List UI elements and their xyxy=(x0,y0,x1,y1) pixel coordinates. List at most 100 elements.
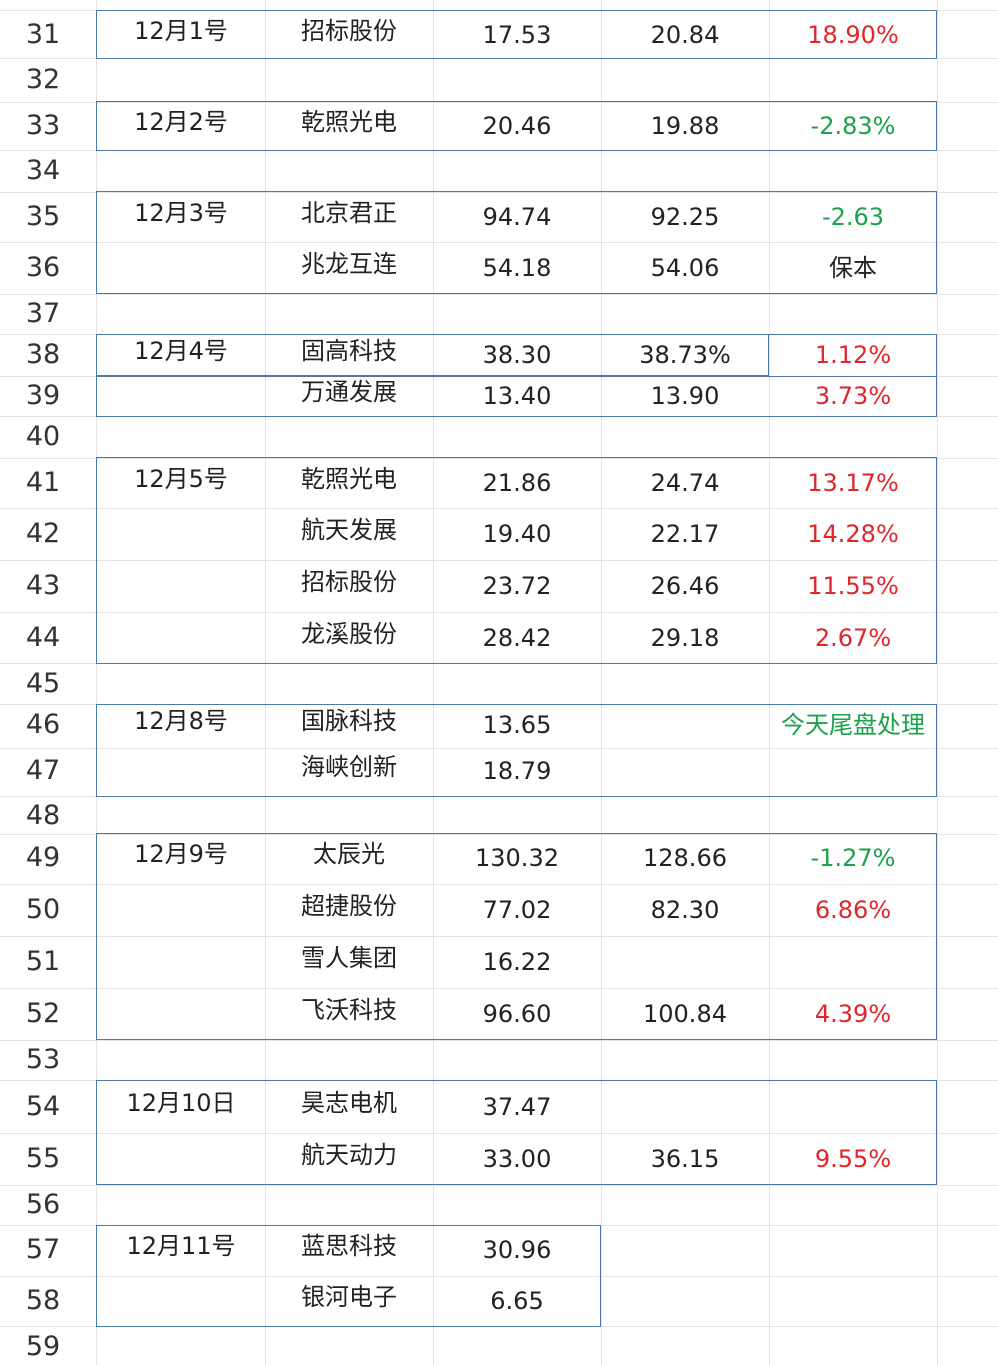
cell-price[interactable]: 22.17 xyxy=(650,520,720,548)
cell-price[interactable]: 92.25 xyxy=(650,203,720,231)
row-header[interactable]: 33 xyxy=(25,110,61,141)
row-header[interactable]: 49 xyxy=(25,842,61,873)
cell-price[interactable]: 100.84 xyxy=(643,1000,727,1028)
row-header[interactable]: 47 xyxy=(25,755,61,786)
cell-name[interactable]: 乾照光电 xyxy=(301,108,397,136)
cell-buy[interactable]: 54.18 xyxy=(482,254,552,282)
cell-date[interactable]: 12月1号 xyxy=(134,17,228,45)
cell-pct[interactable]: 9.55% xyxy=(814,1145,892,1173)
cell-name[interactable]: 飞沃科技 xyxy=(301,996,397,1024)
cell-name[interactable]: 蓝思科技 xyxy=(301,1232,397,1260)
cell-buy[interactable]: 23.72 xyxy=(482,572,552,600)
cell-date[interactable]: 12月4号 xyxy=(134,337,228,365)
row-header[interactable]: 44 xyxy=(25,622,61,653)
cell-buy[interactable]: 38.30 xyxy=(482,341,552,369)
cell-price[interactable]: 82.30 xyxy=(650,896,720,924)
row-header[interactable]: 42 xyxy=(25,518,61,549)
cell-pct[interactable]: -2.63 xyxy=(821,203,885,231)
cell-name[interactable]: 招标股份 xyxy=(301,17,397,45)
cell-date[interactable]: 12月8号 xyxy=(134,707,228,735)
cell-buy[interactable]: 130.32 xyxy=(475,844,559,872)
cell-date[interactable]: 12月9号 xyxy=(134,840,228,868)
cell-buy[interactable]: 94.74 xyxy=(482,203,552,231)
cell-pct[interactable]: 4.39% xyxy=(814,1000,892,1028)
cell-buy[interactable]: 19.40 xyxy=(482,520,552,548)
cell-name[interactable]: 雪人集团 xyxy=(301,944,397,972)
row-header[interactable]: 45 xyxy=(25,668,61,699)
cell-buy[interactable]: 6.65 xyxy=(490,1287,544,1315)
cell-price[interactable]: 38.73% xyxy=(639,341,731,369)
row-header[interactable]: 36 xyxy=(25,252,61,283)
cell-price[interactable]: 24.74 xyxy=(650,469,720,497)
cell-price[interactable]: 26.46 xyxy=(650,572,720,600)
cell-buy[interactable]: 17.53 xyxy=(482,21,552,49)
cell-pct[interactable]: 13.17% xyxy=(807,469,899,497)
row-header[interactable]: 40 xyxy=(25,421,61,452)
cell-price[interactable]: 19.88 xyxy=(650,112,720,140)
cell-name[interactable]: 超捷股份 xyxy=(301,892,397,920)
cell-buy[interactable]: 13.40 xyxy=(482,382,552,410)
row-header[interactable]: 50 xyxy=(25,894,61,925)
cell-name[interactable]: 太辰光 xyxy=(313,840,385,868)
cell-name[interactable]: 龙溪股份 xyxy=(301,620,397,648)
cell-buy[interactable]: 21.86 xyxy=(482,469,552,497)
cell-date[interactable]: 12月2号 xyxy=(134,108,228,136)
row-header[interactable]: 39 xyxy=(25,380,61,411)
row-header[interactable]: 53 xyxy=(25,1044,61,1075)
cell-price[interactable]: 13.90 xyxy=(650,382,720,410)
cell-pct[interactable]: -1.27% xyxy=(810,844,896,872)
cell-buy[interactable]: 77.02 xyxy=(482,896,552,924)
cell-name[interactable]: 固高科技 xyxy=(301,337,397,365)
cell-buy[interactable]: 28.42 xyxy=(482,624,552,652)
cell-pct[interactable]: 11.55% xyxy=(807,572,899,600)
cell-name[interactable]: 银河电子 xyxy=(301,1283,397,1311)
cell-name[interactable]: 招标股份 xyxy=(301,568,397,596)
cell-name[interactable]: 乾照光电 xyxy=(301,465,397,493)
cell-date[interactable]: 12月3号 xyxy=(134,199,228,227)
row-header[interactable]: 57 xyxy=(25,1234,61,1265)
row-header[interactable]: 32 xyxy=(25,64,61,95)
cell-name[interactable]: 昊志电机 xyxy=(301,1089,397,1117)
cell-pct[interactable]: 3.73% xyxy=(814,382,892,410)
cell-pct[interactable]: 保本 xyxy=(829,254,877,282)
cell-date[interactable]: 12月5号 xyxy=(134,465,228,493)
row-header[interactable]: 51 xyxy=(25,946,61,977)
cell-buy[interactable]: 37.47 xyxy=(482,1093,552,1121)
cell-name[interactable]: 国脉科技 xyxy=(301,707,397,735)
cell-name[interactable]: 北京君正 xyxy=(301,199,397,227)
row-header[interactable]: 52 xyxy=(25,998,61,1029)
cell-price[interactable]: 54.06 xyxy=(650,254,720,282)
cell-date[interactable]: 12月11号 xyxy=(126,1232,236,1260)
cell-pct[interactable]: 1.12% xyxy=(814,341,892,369)
cell-buy[interactable]: 33.00 xyxy=(482,1145,552,1173)
row-header[interactable]: 46 xyxy=(25,709,61,740)
row-header[interactable]: 54 xyxy=(25,1091,61,1122)
cell-buy[interactable]: 20.46 xyxy=(482,112,552,140)
cell-name[interactable]: 万通发展 xyxy=(301,378,397,406)
cell-price[interactable]: 20.84 xyxy=(650,21,720,49)
cell-buy[interactable]: 96.60 xyxy=(482,1000,552,1028)
cell-pct[interactable]: 2.67% xyxy=(814,624,892,652)
cell-pct[interactable]: 18.90% xyxy=(807,21,899,49)
cell-buy[interactable]: 16.22 xyxy=(482,948,552,976)
row-header[interactable]: 48 xyxy=(25,800,61,831)
row-header[interactable]: 35 xyxy=(25,201,61,232)
cell-buy[interactable]: 30.96 xyxy=(482,1236,552,1264)
row-header[interactable]: 31 xyxy=(25,19,61,50)
row-header[interactable]: 43 xyxy=(25,570,61,601)
cell-name[interactable]: 海峡创新 xyxy=(301,753,397,781)
cell-pct[interactable]: 14.28% xyxy=(807,520,899,548)
cell-name[interactable]: 航天动力 xyxy=(301,1141,397,1169)
cell-price[interactable]: 29.18 xyxy=(650,624,720,652)
row-header[interactable]: 58 xyxy=(25,1285,61,1316)
row-header[interactable]: 59 xyxy=(25,1331,61,1362)
cell-buy[interactable]: 13.65 xyxy=(482,711,552,739)
row-header[interactable]: 55 xyxy=(25,1143,61,1174)
row-header[interactable]: 38 xyxy=(25,339,61,370)
cell-pct[interactable]: 今天尾盘处理 xyxy=(781,711,925,739)
cell-pct[interactable]: 6.86% xyxy=(814,896,892,924)
row-header[interactable]: 34 xyxy=(25,155,61,186)
cell-pct[interactable]: -2.83% xyxy=(810,112,896,140)
cell-buy[interactable]: 18.79 xyxy=(482,757,552,785)
